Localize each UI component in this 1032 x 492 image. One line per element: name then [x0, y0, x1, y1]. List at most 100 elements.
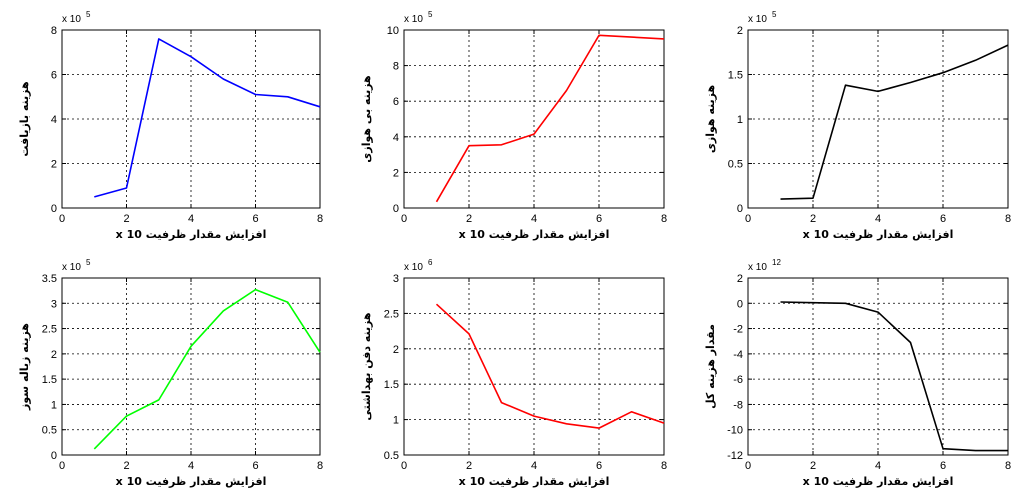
series-line: [94, 38, 321, 198]
subplot-3: 0 2 4 6 8 0 0.5 1 1.5 2 x 10 5 افزایش مقدار ظرفیت x …: [704, 10, 1011, 241]
x-tick-label: 2: [466, 460, 472, 472]
plot-area: [748, 278, 1008, 455]
series-line: [435, 303, 665, 429]
y-exponent: 5: [772, 10, 777, 19]
x-tick-label: 4: [531, 460, 537, 472]
y-axis-label: هزینه بازیافت: [18, 81, 31, 156]
plot-area: [404, 278, 664, 455]
y-tick-label: 0.5: [384, 450, 399, 462]
y-tick-label: 2: [51, 159, 57, 171]
y-exponent: 5: [428, 10, 433, 19]
x-axis-label: افزایش مقدار ظرفیت x 10: [459, 475, 610, 488]
x-tick-label: 6: [596, 460, 602, 472]
y-tick-label: 2: [393, 344, 399, 356]
subplot-5: 0 2 4 6 8 0.5 1 1.5 2 2.5 3 x 10 6 افزایش مقدار ظرفیت…: [360, 258, 667, 488]
y-axis-label: مقدار هزینه کل: [704, 324, 717, 409]
y-exponent: 5: [86, 10, 91, 19]
subplot-4: 0 2 4 6 8 0 0.5 1 1.5 2 2.5 3 3.5 x 10 5 افزایش مقدار ظ…: [18, 258, 323, 488]
x-axis-label: افزایش مقدار ظرفیت x 10: [116, 228, 267, 241]
y-tick-label: 4: [51, 114, 57, 126]
x-tick-label: 2: [123, 213, 129, 225]
x-tick-label: 6: [252, 213, 258, 225]
y-tick-label: 4: [393, 132, 399, 144]
plot-area: [404, 30, 664, 208]
y-tick-label: 1.5: [384, 379, 399, 391]
x-tick-label: 6: [940, 460, 946, 472]
y-multiplier: x 10: [748, 14, 767, 25]
y-tick-label: 1: [51, 399, 57, 411]
y-axis-label: هزینه بی هوازی: [360, 75, 373, 162]
x-tick-label: 0: [745, 460, 751, 472]
y-multiplier: x 10: [404, 262, 423, 273]
y-tick-label: 0: [51, 450, 57, 462]
y-tick-label: 6: [393, 96, 399, 108]
y-tick-label: 3.5: [42, 273, 57, 285]
x-tick-label: 6: [940, 213, 946, 225]
y-tick-label: 3: [51, 298, 57, 310]
series-line: [435, 34, 665, 203]
series-line: [780, 301, 1008, 452]
y-tick-label: 2.5: [42, 324, 57, 336]
x-tick-label: 2: [123, 460, 129, 472]
y-tick-label: 8: [51, 25, 57, 37]
y-tick-label: -10: [727, 425, 743, 437]
y-axis-label: هزینه زباله سوز: [18, 323, 31, 411]
y-exponent: 5: [86, 258, 91, 267]
y-tick-label: 1: [737, 114, 743, 126]
x-axis-label: افزایش مقدار ظرفیت x 10: [803, 228, 954, 241]
x-tick-label: 8: [1005, 460, 1011, 472]
y-tick-label: 0.5: [42, 425, 57, 437]
subplot-1: 0 2 4 6 8 0 2 4 6 8 x 10 5 افزایش مقدار ظرفیت x 10 هز…: [18, 10, 323, 241]
x-tick-label: 0: [745, 213, 751, 225]
x-tick-label: 2: [466, 213, 472, 225]
y-tick-label: 0: [737, 203, 743, 215]
y-axis-label: هزینه دفن بهداشتی: [360, 312, 373, 420]
y-multiplier: x 10: [62, 14, 81, 25]
y-tick-label: 3: [393, 273, 399, 285]
y-tick-label: 2: [737, 25, 743, 37]
plot-area: [62, 278, 320, 455]
x-tick-label: 8: [661, 213, 667, 225]
y-tick-label: -8: [733, 399, 743, 411]
series-line: [780, 44, 1009, 200]
y-tick-label: 0.5: [728, 159, 743, 171]
y-tick-label: 6: [51, 70, 57, 82]
y-multiplier: x 10: [62, 262, 81, 273]
x-tick-label: 0: [401, 213, 407, 225]
x-tick-label: 4: [875, 460, 881, 472]
x-axis-label: افزایش مقدار ظرفیت x 10: [116, 475, 267, 488]
y-tick-label: 2: [737, 273, 743, 285]
y-exponent: 6: [428, 258, 433, 267]
x-axis-label: افزایش مقدار ظرفیت x 10: [459, 228, 610, 241]
y-tick-label: 2: [393, 167, 399, 179]
x-tick-label: 8: [317, 460, 323, 472]
x-tick-label: 8: [1005, 213, 1011, 225]
y-tick-label: 1: [393, 415, 399, 427]
y-tick-label: -2: [733, 324, 743, 336]
y-tick-label: 1.5: [42, 374, 57, 386]
y-multiplier: x 10: [748, 262, 767, 273]
x-tick-label: 4: [188, 460, 194, 472]
x-tick-label: 0: [59, 213, 65, 225]
x-tick-label: 0: [401, 460, 407, 472]
series-line: [93, 288, 321, 450]
x-tick-label: 4: [875, 213, 881, 225]
y-multiplier: x 10: [404, 14, 423, 25]
x-axis-label: افزایش مقدار ظرفیت x 10: [803, 475, 954, 488]
x-tick-label: 6: [596, 213, 602, 225]
y-tick-label: 8: [393, 61, 399, 73]
x-tick-label: 2: [810, 460, 816, 472]
y-axis-label: هزینه هوازی: [704, 85, 717, 153]
subplot-2: 0 2 4 6 8 0 2 4 6 8 10 x 10 5 افزایش مقدار ظرفیت x 10…: [360, 10, 667, 241]
y-tick-label: 2.5: [384, 308, 399, 320]
y-tick-label: 0: [737, 298, 743, 310]
y-exponent: 12: [772, 258, 781, 267]
x-tick-label: 8: [661, 460, 667, 472]
x-tick-label: 2: [810, 213, 816, 225]
x-tick-label: 4: [531, 213, 537, 225]
x-tick-label: 0: [59, 460, 65, 472]
x-tick-label: 6: [252, 460, 258, 472]
x-tick-label: 8: [317, 213, 323, 225]
y-tick-label: 0: [51, 203, 57, 215]
